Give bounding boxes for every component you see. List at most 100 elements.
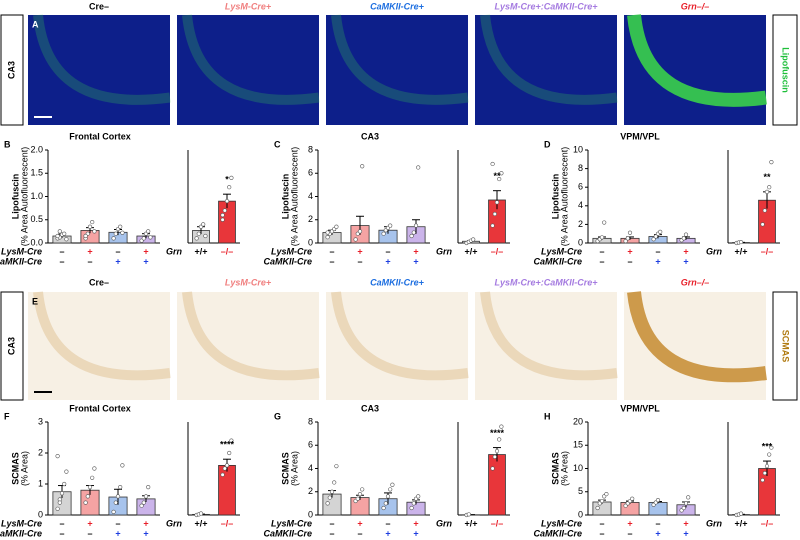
row-name: CaMKII-Cre [263,528,312,538]
row-name: Grn [706,518,723,528]
data-point [146,229,151,234]
data-point [224,463,230,468]
data-point [388,223,393,228]
data-point [227,185,232,190]
panel-letter: E [32,296,38,306]
data-point [625,236,630,241]
y-axis-label: Lipofuscin [280,174,290,220]
y-axis-label: SCMAS [280,452,290,485]
row-mark: – [599,246,604,256]
data-point [602,220,607,225]
row-mark: + [115,528,120,538]
data-point [332,480,337,485]
y-tick-label: 0.0 [30,237,43,247]
data-point [416,494,421,499]
data-point [683,232,689,237]
data-point [334,224,339,229]
tissue-band [182,291,320,381]
tissue-band [331,14,469,105]
data-point [220,472,225,477]
stain-label: Lipofuscin [781,47,791,93]
row-mark: – [599,528,604,538]
y-tick-label: 6 [308,440,313,450]
data-point [203,233,208,239]
data-point [113,500,118,505]
y-tick-label: 4 [308,463,313,473]
row-mark: –/– [761,518,774,528]
row-label: CA3 [6,61,16,79]
panel-letter: G [274,411,281,421]
row-mark: –/– [221,246,234,256]
y-tick-label: 1.5 [30,168,43,178]
y-axis-label: SCMAS [10,452,20,485]
data-point [143,494,149,499]
stain-label: SCMAS [781,330,791,363]
chart-title: VPM/VPL [620,403,660,413]
data-point [388,487,393,492]
y-axis-label: (% Area) [289,451,299,486]
data-point [198,511,204,516]
data-point [64,469,69,474]
micrograph [475,15,617,125]
data-point [62,231,67,236]
data-point [325,235,330,240]
data-point [490,223,495,228]
row-mark: + [413,246,418,256]
micrograph [326,292,468,400]
row-mark: + [115,256,120,266]
data-point [623,239,628,244]
bar [620,502,640,516]
row-mark: – [59,518,64,528]
data-point [85,494,90,499]
data-point [471,237,476,242]
data-point [90,475,95,480]
y-axis-label: (% Area Autofluorescent) [289,147,299,247]
panel-letter: B [4,139,11,149]
data-point [325,230,330,235]
data-point [229,438,234,443]
y-tick-label: 5 [578,486,583,496]
chart-title: Frontal Cortex [69,131,131,141]
row-mark: + [683,256,688,266]
row-mark: +/+ [464,246,477,256]
y-tick-label: 0 [38,509,43,519]
micrograph [28,15,170,125]
data-point [353,237,358,242]
data-point [653,234,658,239]
row-name: LysM-Cre [1,518,42,528]
row-name: Grn [706,246,723,256]
row-name: LysM-Cre [271,518,312,528]
row-name: CaMKII-Cre [0,256,42,266]
y-tick-label: 8 [578,163,583,173]
tissue-band [627,14,767,107]
data-point [357,491,363,497]
row-name: CaMKII-Cre [533,528,582,538]
row-mark: – [627,256,632,266]
data-point [220,217,225,222]
row-mark: +/+ [194,518,207,528]
row-mark: –/– [221,518,234,528]
row-mark: + [357,246,362,256]
y-tick-label: 2.0 [30,144,43,154]
significance: *** [762,441,773,451]
tissue-band [627,291,767,383]
row-label-box [0,291,24,401]
y-tick-label: 1.0 [30,191,43,201]
data-point [655,498,661,503]
data-point [87,224,93,229]
data-point [738,239,744,245]
data-point [760,222,765,227]
y-axis-label: Lipofuscin [10,174,20,220]
data-point [494,200,500,205]
micrograph [475,292,617,400]
data-point [599,235,605,240]
row-mark: – [357,256,362,266]
row-mark: +/+ [464,518,477,528]
image-title: CaMKII-Cre+ [370,1,425,11]
chart-title: Frontal Cortex [69,403,131,413]
row-mark: – [385,518,390,528]
row-mark: – [115,246,120,256]
data-point [327,495,332,500]
y-tick-label: 1 [38,478,43,488]
data-point [57,229,62,234]
